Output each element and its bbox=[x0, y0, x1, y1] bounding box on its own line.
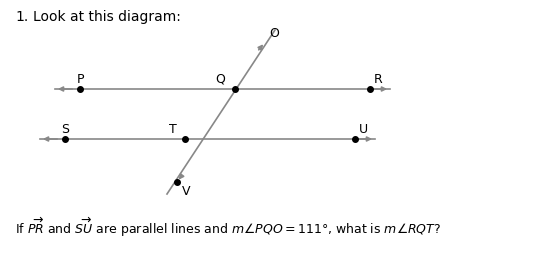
Text: P: P bbox=[76, 73, 84, 86]
Text: V: V bbox=[182, 185, 190, 198]
Text: S: S bbox=[61, 123, 69, 136]
Text: T: T bbox=[169, 123, 177, 136]
Text: R: R bbox=[374, 73, 383, 86]
Text: Q: Q bbox=[215, 73, 225, 86]
Text: U: U bbox=[359, 123, 368, 136]
Text: O: O bbox=[269, 27, 279, 40]
Text: If $\overrightarrow{PR}$ and $\overrightarrow{SU}$ are parallel lines and $m\ang: If $\overrightarrow{PR}$ and $\overright… bbox=[15, 216, 441, 239]
Text: Look at this diagram:: Look at this diagram: bbox=[33, 10, 181, 24]
Text: 1.: 1. bbox=[15, 10, 29, 24]
